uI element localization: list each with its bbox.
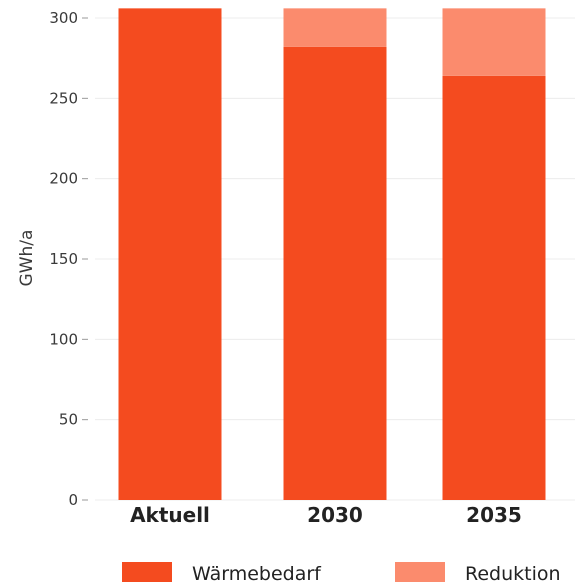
y-tick-label: 200 bbox=[49, 170, 78, 188]
y-tick-label: 250 bbox=[49, 89, 78, 107]
bar-reduktion bbox=[283, 8, 387, 47]
y-tick-label: 150 bbox=[49, 250, 78, 268]
bar-reduktion bbox=[442, 8, 546, 76]
x-axis: Aktuell 2030 2035 bbox=[130, 503, 522, 527]
bar-waermebedarf bbox=[442, 75, 546, 500]
legend-swatch bbox=[122, 562, 172, 582]
bar-waermebedarf bbox=[118, 8, 222, 501]
bars bbox=[118, 8, 546, 501]
legend-label: Reduktion bbox=[465, 563, 561, 585]
x-tick-label: 2035 bbox=[466, 503, 522, 527]
y-tick-label: 50 bbox=[59, 411, 78, 429]
legend-swatch bbox=[395, 562, 445, 582]
y-axis-title: GWh/a bbox=[17, 230, 37, 287]
bar-waermebedarf bbox=[283, 46, 387, 501]
y-axis: 0 50 100 150 200 250 300 bbox=[49, 9, 88, 509]
x-tick-label: Aktuell bbox=[130, 503, 210, 527]
legend: Wärmebedarf Reduktion bbox=[122, 562, 561, 585]
legend-label: Wärmebedarf bbox=[192, 563, 322, 585]
x-tick-label: 2030 bbox=[307, 503, 363, 527]
y-tick-label: 0 bbox=[68, 491, 78, 509]
y-tick-label: 300 bbox=[49, 9, 78, 27]
y-tick-label: 100 bbox=[49, 330, 78, 348]
